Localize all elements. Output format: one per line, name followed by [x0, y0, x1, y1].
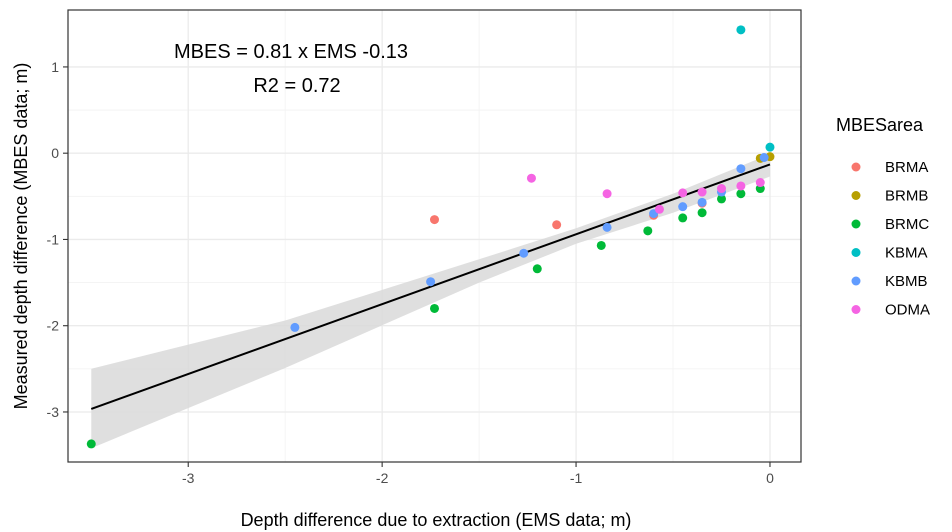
point-brmc — [532, 264, 542, 274]
legend-key-kbmb — [851, 276, 861, 286]
point-brmc — [678, 213, 688, 223]
legend-label-odma: ODMA — [885, 302, 930, 319]
point-kbmb — [519, 248, 529, 258]
point-odma — [755, 178, 765, 188]
legend-key-brmc — [851, 219, 861, 229]
legend-label-kbma: KBMA — [885, 245, 928, 262]
point-brmc — [86, 439, 96, 449]
legend-key-brma — [851, 162, 861, 172]
legend-key-kbma — [851, 248, 861, 257]
point-kbmb — [736, 164, 746, 174]
legend-title: MBESarea — [836, 115, 924, 135]
point-odma — [602, 189, 612, 199]
legend-label-brmb: BRMB — [885, 188, 928, 205]
annotation-equation: MBES = 0.81 x EMS -0.13 — [174, 41, 408, 63]
x-tick-label: 0 — [766, 470, 774, 486]
legend-label-kbmb: KBMB — [885, 273, 928, 290]
point-brmc — [736, 189, 746, 199]
y-tick-label: -1 — [47, 231, 60, 247]
point-kbma — [765, 142, 775, 152]
point-kbmb — [290, 322, 300, 332]
point-odma — [697, 187, 707, 197]
y-tick-label: -3 — [47, 404, 60, 420]
point-odma — [716, 184, 726, 194]
y-tick-label: -2 — [47, 318, 60, 334]
point-brmc — [643, 226, 653, 236]
point-brma — [430, 215, 439, 225]
x-tick-label: -2 — [376, 470, 389, 486]
axis-ticks: -3 -2 -1 0 -3 -2 -1 0 1 — [47, 59, 775, 486]
point-kbmb — [759, 153, 769, 163]
legend: MBESarea BRMA BRMB BRMC KBMA KBMB ODMA — [836, 115, 930, 319]
point-brmc — [716, 194, 726, 204]
y-tick-label: 1 — [51, 59, 59, 75]
point-odma — [654, 204, 664, 214]
plot-border — [67, 9, 802, 463]
x-tick-label: -1 — [570, 470, 583, 486]
legend-label-brma: BRMA — [885, 159, 928, 176]
legend-label-brmc: BRMC — [885, 216, 929, 233]
point-kbma — [736, 25, 746, 35]
point-odma — [526, 173, 536, 183]
legend-key-odma — [851, 305, 861, 314]
y-axis-title: Measured depth difference (MBES data; m) — [11, 63, 31, 410]
legend-key-brmb — [851, 191, 861, 200]
point-brma — [552, 220, 562, 230]
confidence-band — [91, 154, 771, 449]
point-odma — [678, 188, 688, 198]
annotation-r2: R2 = 0.72 — [253, 75, 340, 97]
point-brmc — [430, 303, 439, 313]
fit-line — [90, 163, 771, 410]
confidence-band-layer — [91, 154, 771, 449]
fit-line-layer — [90, 163, 771, 410]
x-tick-label: -3 — [182, 470, 195, 486]
point-brmc — [596, 240, 606, 250]
point-odma — [736, 181, 746, 191]
point-kbmb — [697, 197, 707, 207]
x-axis-title: Depth difference due to extraction (EMS … — [241, 510, 632, 530]
point-brmc — [697, 208, 707, 218]
points-layer — [86, 25, 775, 449]
point-kbmb — [602, 222, 612, 232]
point-kbmb — [426, 277, 436, 287]
point-kbmb — [678, 202, 688, 212]
legend-items: BRMA BRMB BRMC KBMA KBMB ODMA — [851, 159, 930, 319]
y-tick-label: 0 — [51, 145, 59, 161]
